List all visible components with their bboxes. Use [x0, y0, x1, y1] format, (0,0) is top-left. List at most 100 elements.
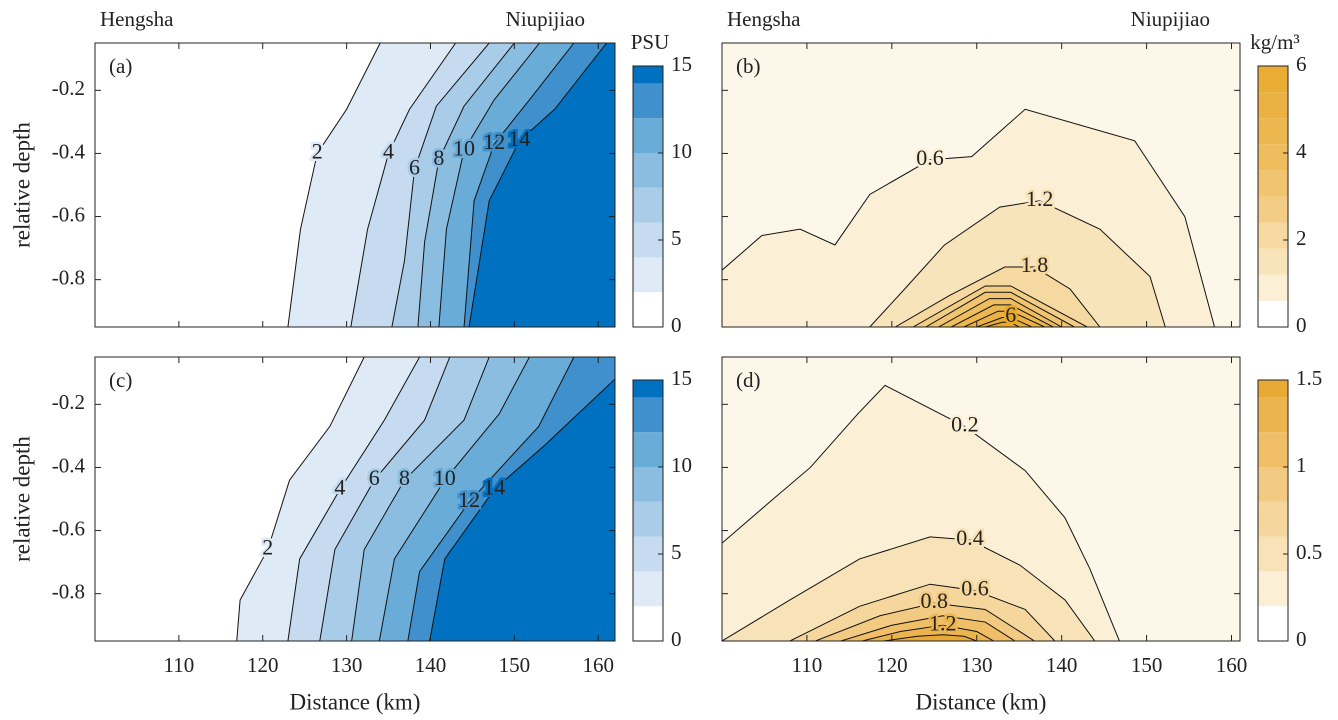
contour-label: 2 [312, 138, 323, 163]
x-tick-label: 110 [164, 653, 195, 677]
contour-fill [429, 379, 615, 641]
contour-line [351, 357, 490, 641]
colorbar-tick-label: 15 [671, 366, 692, 390]
x-tick-label: 150 [1131, 653, 1163, 677]
contour-line [840, 615, 1016, 641]
contour-line [378, 357, 530, 641]
colorbar-band [633, 83, 663, 119]
contour-line [869, 200, 1166, 327]
contour-fill [883, 634, 977, 641]
contour-fill [469, 43, 615, 327]
y-tick-label: -0.6 [52, 516, 85, 540]
colorbar-tick-label: 4 [1296, 139, 1307, 163]
y-tick-label: -0.8 [52, 265, 85, 289]
colorbar-title: kg/m³ [1250, 30, 1299, 54]
colorbar-tick-label: 1 [1296, 453, 1307, 477]
top-left-label: Hengsha [100, 7, 174, 31]
y-tick-label: -0.4 [52, 139, 86, 163]
contour-line [815, 602, 1035, 641]
colorbar-frame [632, 379, 664, 642]
contour-line [722, 384, 1120, 641]
contour-line [976, 317, 1033, 327]
x-axis-label: Distance (km) [916, 689, 1047, 714]
colorbar-band [1258, 467, 1288, 502]
contour-label: 8 [399, 465, 410, 490]
contour-line [963, 310, 1045, 327]
colorbar-band [1258, 248, 1288, 275]
contour-label: 0.6 [961, 576, 989, 601]
contour-line [236, 357, 365, 641]
colorbar-frame [632, 65, 664, 328]
colorbar-band [1258, 432, 1288, 467]
contour-line [883, 634, 977, 641]
panel-label: (a) [109, 54, 132, 78]
plot-frame [721, 42, 1241, 328]
colorbar-band [633, 118, 663, 153]
contour-label: 4 [334, 475, 345, 500]
contour-label: 0.2 [951, 411, 979, 436]
y-axis-label: relative depth [9, 436, 34, 562]
contour-label: 4 [383, 138, 394, 163]
contour-line [468, 43, 608, 327]
colorbar-band [1258, 274, 1288, 301]
contour-line [722, 108, 1216, 327]
contour-line [438, 43, 540, 327]
plot-frame [721, 356, 1241, 642]
y-tick-label: -0.4 [52, 453, 86, 477]
x-tick-label: 140 [1046, 653, 1078, 677]
contour-line [894, 266, 1101, 327]
contour-label: 12 [458, 487, 480, 512]
colorbar-tick-label: 0 [671, 313, 682, 337]
colorbar-band [633, 187, 663, 223]
contour-fill [869, 200, 1166, 327]
contour-label: 8 [433, 145, 444, 170]
colorbar-frame [1257, 65, 1289, 328]
contour-line [925, 291, 1075, 327]
colorbar-band [1258, 196, 1288, 223]
colorbar-band [1258, 397, 1288, 433]
colorbar-tick-label: 10 [671, 139, 692, 163]
contour-line [407, 357, 575, 641]
colorbar-tick-label: 1.5 [1296, 366, 1322, 390]
colorbar-band [1258, 170, 1288, 197]
x-axis-label: Distance (km) [290, 689, 421, 714]
colorbar-band [1258, 92, 1288, 119]
contour-line [417, 43, 515, 327]
x-tick-label: 130 [331, 653, 363, 677]
contour-layer [722, 108, 1216, 327]
contour-line [350, 43, 457, 327]
contour-label: 12 [483, 129, 505, 154]
colorbar-band [633, 153, 663, 188]
colorbar-band [1258, 571, 1288, 607]
contour-line [463, 43, 575, 327]
top-right-label: Niupijiao [1131, 7, 1210, 31]
colorbar-tick-label: 6 [1296, 52, 1307, 76]
contour-label: 14 [483, 475, 505, 500]
top-right-label: Niupijiao [506, 7, 585, 31]
contour-label: 14 [508, 126, 530, 151]
colorbar-tick-label: 0.5 [1296, 540, 1322, 564]
colorbar-band [633, 380, 663, 398]
colorbar-tick-label: 0 [671, 627, 682, 651]
contour-label: 1.8 [1021, 252, 1049, 277]
contour-layer [287, 43, 615, 327]
colorbar-band [633, 257, 663, 293]
contour-line [429, 378, 615, 641]
y-tick-label: -0.8 [52, 579, 85, 603]
contour-label: 0.8 [921, 588, 949, 613]
colorbar-frame [1257, 379, 1289, 642]
contour-label: 6 [1005, 302, 1016, 327]
x-tick-label: 150 [499, 653, 531, 677]
colorbar-band [633, 467, 663, 502]
panel-label: (c) [109, 368, 132, 392]
panel-label: (d) [736, 368, 761, 392]
contour-line [938, 298, 1062, 327]
colorbar-band [633, 571, 663, 607]
contour-label: 2 [262, 535, 273, 560]
contour-label: 6 [409, 154, 420, 179]
colorbar-band [1258, 118, 1288, 145]
contour-label: 6 [369, 465, 380, 490]
contour-label: 10 [434, 465, 456, 490]
colorbar-tick-label: 0 [1296, 313, 1307, 337]
